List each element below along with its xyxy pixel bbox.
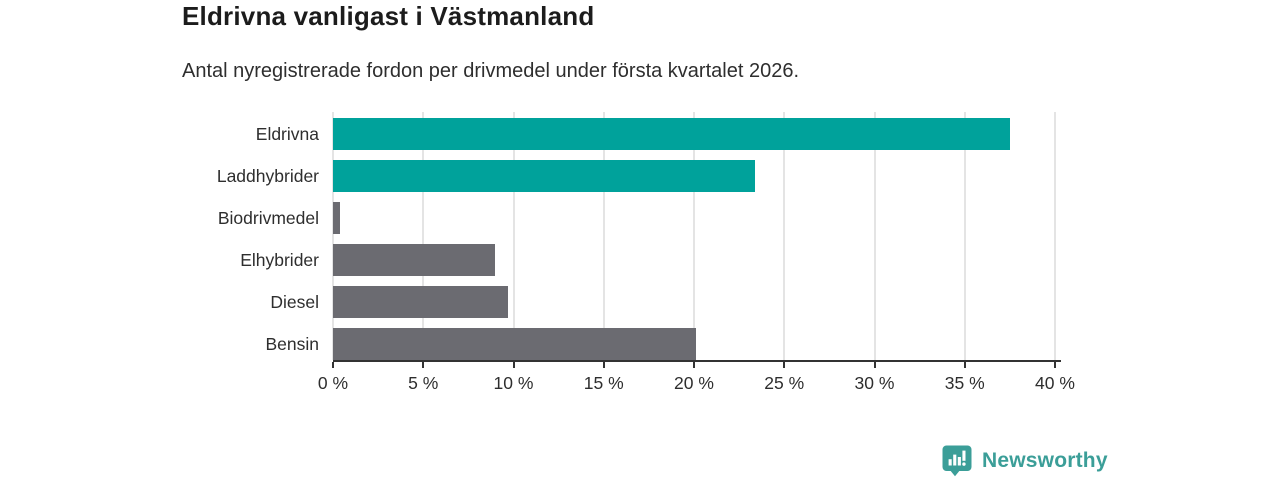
category-label-bensin: Bensin <box>265 334 319 354</box>
gridline-30 <box>873 112 876 360</box>
bar-eldrivna <box>333 118 1010 150</box>
x-tick-label-10: 10 % <box>493 373 534 393</box>
plot-area: 0 % 5 % 10 % 15 % 20 % 25 % 30 % 35 % 40 % Eldriv… <box>217 112 1075 393</box>
x-tick-label-40: 40 % <box>1035 373 1075 393</box>
bar-laddhybrider <box>333 160 756 192</box>
bar-elhybrider <box>333 244 496 276</box>
gridline-5 <box>422 112 425 360</box>
gridline-20 <box>693 112 695 360</box>
bar-diesel <box>333 286 509 318</box>
x-tick-35 <box>963 362 966 368</box>
category-label-biodrivmedel: Biodrivmedel <box>217 208 319 228</box>
x-tick-40 <box>1054 362 1056 368</box>
x-tick-label-30: 30 % <box>854 373 895 393</box>
newsworthy-icon <box>942 445 972 477</box>
x-tick-30 <box>873 362 876 368</box>
gridline-35 <box>963 112 966 360</box>
x-tick-20 <box>693 362 695 368</box>
category-label-diesel: Diesel <box>270 292 319 312</box>
x-axis-line <box>333 360 1061 362</box>
x-tick-25 <box>783 362 786 368</box>
newsworthy-logo[interactable]: Newsworthy <box>941 444 1108 477</box>
x-tick-label-35: 35 % <box>944 373 985 393</box>
x-tick-0 <box>332 362 334 368</box>
chart-title: Eldrivna vanligast i Västmanland <box>182 1 595 31</box>
x-tick-label-0: 0 % <box>317 373 349 393</box>
gridline-25 <box>783 112 786 360</box>
x-tick-5 <box>422 362 425 368</box>
x-tick-label-5: 5 % <box>408 373 439 393</box>
chart-subtitle: Antal nyregistrerade fordon per drivmede… <box>182 60 800 82</box>
gridline-0 <box>332 112 334 360</box>
x-tick-10 <box>512 362 515 368</box>
x-tick-label-20: 20 % <box>674 373 714 393</box>
x-tick-label-25: 25 % <box>764 373 805 393</box>
newsworthy-wordmark: Newsworthy <box>982 448 1108 472</box>
gridline-40 <box>1054 112 1056 360</box>
x-tick-label-15: 15 % <box>583 373 624 393</box>
category-label-laddhybrider: Laddhybrider <box>216 166 319 186</box>
x-tick-15 <box>602 362 605 368</box>
category-label-eldrivna: Eldrivna <box>255 124 319 144</box>
category-label-elhybrider: Elhybrider <box>240 250 319 270</box>
gridline-10 <box>512 112 515 360</box>
bar-biodrivmedel <box>333 202 341 234</box>
bar-bensin <box>333 328 696 360</box>
gridline-15 <box>602 112 605 360</box>
